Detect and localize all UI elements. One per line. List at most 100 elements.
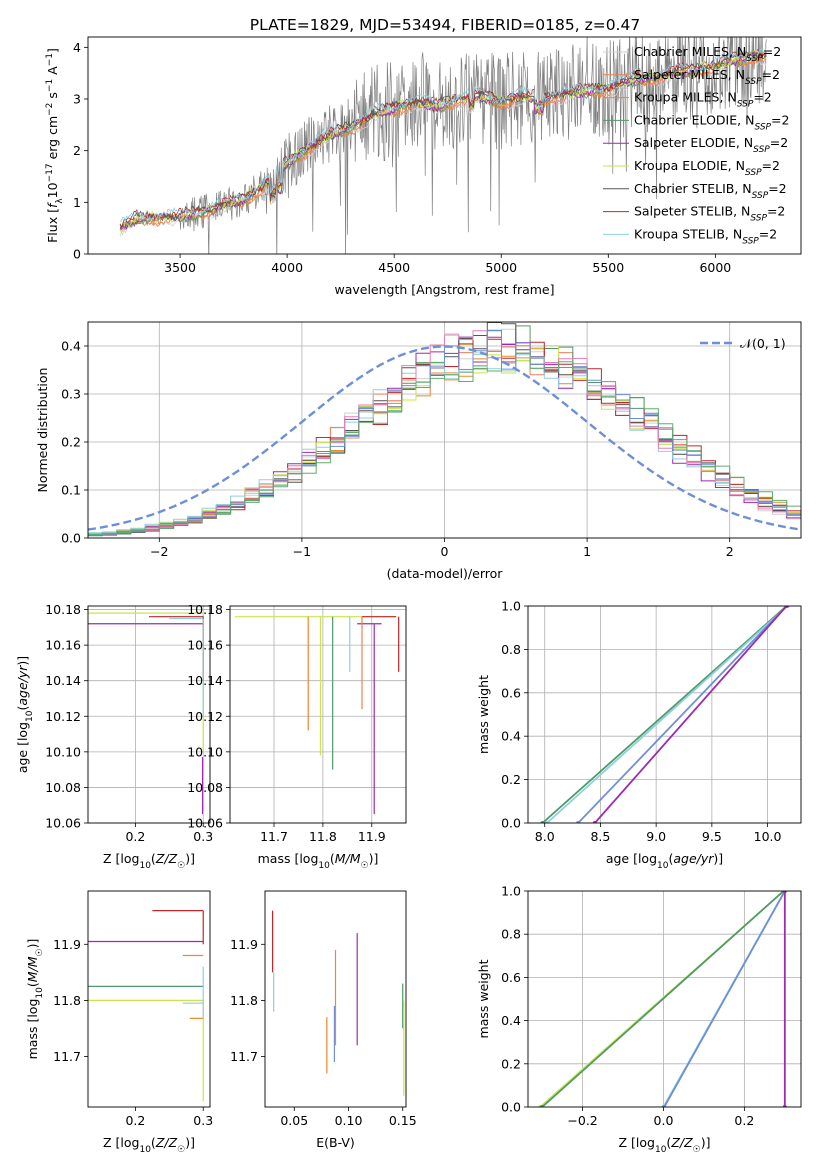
series-line <box>546 606 789 823</box>
legend-label: Salpeter MILES, NSSP=2 <box>634 67 780 87</box>
age_vs_mass-ytick-label: 10.16 <box>187 638 223 653</box>
mass_weight_vs_Z-ytick-label: 0.8 <box>501 927 521 942</box>
mass_vs_ebv-xtick-label: 0.05 <box>280 1113 308 1128</box>
mass_weight_vs_age-frame <box>527 605 802 824</box>
age_vs_mass-plot-area <box>230 606 406 823</box>
mass_weight_vs_age-xtick-label: 10.0 <box>754 829 782 844</box>
spectrum-xtick-label: 6000 <box>699 260 731 275</box>
spectrum-ytick-label: 4 <box>73 40 81 55</box>
spectrum-xlabel: wavelength [Angstrom, rest frame] <box>334 282 554 297</box>
spectrum-ytick-label: 3 <box>73 92 81 107</box>
histogram-step <box>88 353 801 534</box>
legend-label: Kroupa ELODIE, NSSP=2 <box>634 158 780 178</box>
age_vs_Z-ytick-label: 10.10 <box>45 744 81 759</box>
mass_weight_vs_age-xtick-label: 8.5 <box>590 829 610 844</box>
mass_weight_vs_Z-plot-area <box>528 891 801 1107</box>
mass_vs_Z-xlabel: Z [log10(Z/Z☉)] <box>103 1135 195 1155</box>
legend-label: Salpeter STELIB, NSSP=2 <box>634 204 785 224</box>
mass_vs_Z-ytick-label: 11.9 <box>53 937 81 952</box>
spectrum-model-line <box>119 50 767 229</box>
age_vs_Z-ytick-label: 10.16 <box>45 638 81 653</box>
age_vs_mass-xtick-label: 11.8 <box>309 829 337 844</box>
mass_vs_Z-plot-area <box>88 910 204 1102</box>
series-marker <box>662 1105 667 1107</box>
residuals-axes: −2 −1 0 1 2 0.0 0.1 0.2 0.3 0.4 (data-model)/error… <box>35 321 802 581</box>
series-marker <box>540 1105 545 1107</box>
age_vs_Z-xtick-label: 0.2 <box>125 829 145 844</box>
age_vs_mass-axes: 11.7 11.8 11.9 10.06 10.08 10.10 10.12 10.14 10.… <box>187 602 407 871</box>
residuals-xtick-label: 1 <box>583 544 591 559</box>
age_vs_mass-ytick-label: 10.18 <box>187 602 223 617</box>
spectrum-model-line <box>119 51 767 229</box>
series-marker <box>540 821 545 823</box>
legend-label: Chabrier STELIB, NSSP=2 <box>634 181 787 201</box>
mass_weight_vs_age-xtick-label: 9.5 <box>702 829 722 844</box>
mass_weight_vs_age-ytick-label: 0.0 <box>501 816 521 831</box>
residuals-xtick-label: −1 <box>293 544 311 559</box>
residuals-xtick-label: 0 <box>441 544 449 559</box>
mass_vs_Z-frame <box>87 890 211 1108</box>
spectrum-xtick-label: 4000 <box>271 260 303 275</box>
mass_weight_vs_age-xlabel: age [log10(age/yr)] <box>606 851 723 871</box>
residuals-ytick-label: 0.2 <box>61 435 81 450</box>
series-line <box>577 606 788 823</box>
series-line <box>541 891 785 1107</box>
mass_weight_vs_Z-axes: −0.2 0.0 0.2 0.0 0.2 0.4 0.6 0.8 1.0 Z [log10(Z/Z… <box>476 884 802 1155</box>
mass_weight_vs_Z-ytick-label: 1.0 <box>501 884 521 899</box>
age_vs_Z-xtick-label: 0.3 <box>193 829 213 844</box>
spectrum-plot-area <box>119 37 767 254</box>
spectrum-ytick-label: 2 <box>73 143 81 158</box>
mass_vs_ebv-xtick-label: 0.10 <box>335 1113 363 1128</box>
age_vs_mass-ytick-label: 10.14 <box>187 673 223 688</box>
residuals-ytick-label: 0.1 <box>61 483 81 498</box>
mass_weight_vs_age-ytick-label: 0.4 <box>501 729 521 744</box>
mass_vs_Z-ylabel: mass [log10(M/M☉)] <box>25 939 45 1060</box>
spectrum-ytick-label: 0 <box>73 247 81 262</box>
mass_weight_vs_Z-xtick-label: 0.0 <box>654 1113 674 1128</box>
residuals-ytick-label: 0.0 <box>61 531 81 546</box>
series-marker <box>782 1105 787 1107</box>
mass_vs_ebv-xtick-label: 0.15 <box>389 1113 417 1128</box>
series-line <box>663 891 786 1107</box>
age_vs_Z-axes: 0.2 0.3 10.06 10.08 10.10 10.12 10.14 10.16 10.1… <box>15 602 213 871</box>
age_vs_mass-xtick-label: 11.9 <box>358 829 386 844</box>
series-marker <box>544 821 549 823</box>
spectrum-xtick-label: 4500 <box>378 260 410 275</box>
mass_weight_vs_Z-xtick-label: −0.2 <box>567 1113 597 1128</box>
spectrum-model-line <box>119 49 767 231</box>
residuals-xtick-label: 2 <box>726 544 734 559</box>
mass_vs_ebv-axes: 0.05 0.10 0.15 11.7 11.8 11.9 E(B-V) <box>230 890 417 1150</box>
age_vs_Z-ytick-label: 10.18 <box>45 602 81 617</box>
figure-title: PLATE=1829, MJD=53494, FIBERID=0185, z=0… <box>250 16 640 34</box>
spectrum-model-line <box>120 46 767 223</box>
series-marker <box>782 891 787 893</box>
mass_weight_vs_Z-ylabel: mass weight <box>476 959 491 1038</box>
age_vs_Z-ytick-label: 10.06 <box>45 816 81 831</box>
mass_vs_ebv-frame <box>264 890 407 1108</box>
series-marker <box>784 606 789 608</box>
residuals-ylabel: Normed distribution <box>35 368 50 493</box>
mass_vs_ebv-plot-area <box>271 910 405 1096</box>
series-marker <box>576 821 581 823</box>
mass_weight_vs_Z-ytick-label: 0.0 <box>501 1100 521 1115</box>
series-line <box>541 606 788 823</box>
mass_weight_vs_age-plot-area <box>528 606 801 823</box>
spectrum-frame <box>87 36 802 255</box>
legend-label: Chabrier MILES, NSSP=2 <box>634 44 781 64</box>
histogram-step <box>88 352 801 535</box>
age_vs_mass-xlabel: mass [log10(M/M☉)] <box>258 851 379 871</box>
age_vs_mass-ytick-label: 10.12 <box>187 709 223 724</box>
mass_weight_vs_Z-ytick-label: 0.2 <box>501 1056 521 1071</box>
series-line <box>594 606 788 823</box>
age_vs_Z-ylabel: age [log10(age/yr)] <box>15 656 35 773</box>
mass_weight_vs_Z-ytick-label: 0.4 <box>501 1013 521 1028</box>
spectrum-data-line <box>119 37 767 254</box>
legend-label: Chabrier ELODIE, NSSP=2 <box>634 112 789 132</box>
age_vs_Z-ytick-label: 10.14 <box>45 673 81 688</box>
residuals-xtick-label: −2 <box>150 544 168 559</box>
mass_weight_vs_age-ylabel: mass weight <box>476 675 491 754</box>
residuals-frame <box>87 321 802 539</box>
age_vs_mass-xtick-label: 11.7 <box>260 829 288 844</box>
mass_weight_vs_age-xtick-label: 8.0 <box>535 829 555 844</box>
spectrum-ylabel: Flux [fλ10−17 erg cm−2 s−1 A−1] <box>45 48 65 243</box>
